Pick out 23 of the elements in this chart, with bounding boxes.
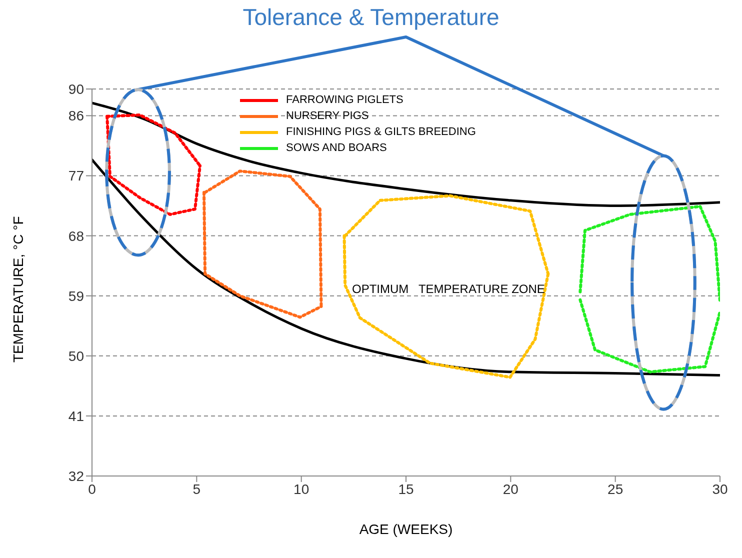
y-tick-label: 90 <box>68 80 84 97</box>
x-axis-title: AGE (WEEKS) <box>359 521 453 537</box>
annotation: OPTIMUM TEMPERATURE ZONE <box>352 282 545 296</box>
legend-label: SOWS AND BOARS <box>286 142 387 154</box>
x-tick-label: 15 <box>398 480 414 497</box>
y-tick-label: 50 <box>68 348 84 364</box>
y-tick-label: 41 <box>68 408 84 424</box>
x-tick-label: 30 <box>712 480 728 497</box>
y-axis-title: TEMPERATURE, °C °F <box>10 216 26 362</box>
y-tick-label: 86 <box>68 108 84 124</box>
y-tick-label: 32 <box>68 468 84 484</box>
chart-title: Tolerance & Temperature <box>242 4 500 31</box>
y-tick-label: 77 <box>68 168 84 184</box>
x-tick-label: 5 <box>192 480 201 497</box>
x-tick-label: 0 <box>88 480 96 497</box>
y-tick-label: 68 <box>68 228 84 244</box>
y-tick-label: 59 <box>68 288 84 304</box>
x-tick-label: 25 <box>608 480 624 497</box>
legend-label: FINISHING PIGS & GILTS BREEDING <box>286 126 476 138</box>
x-tick-label: 20 <box>502 480 519 497</box>
x-tick-label: 10 <box>294 480 310 497</box>
legend-label: NURSERY PIGS <box>286 110 369 122</box>
legend-label: FARROWING PIGLETS <box>286 94 404 106</box>
